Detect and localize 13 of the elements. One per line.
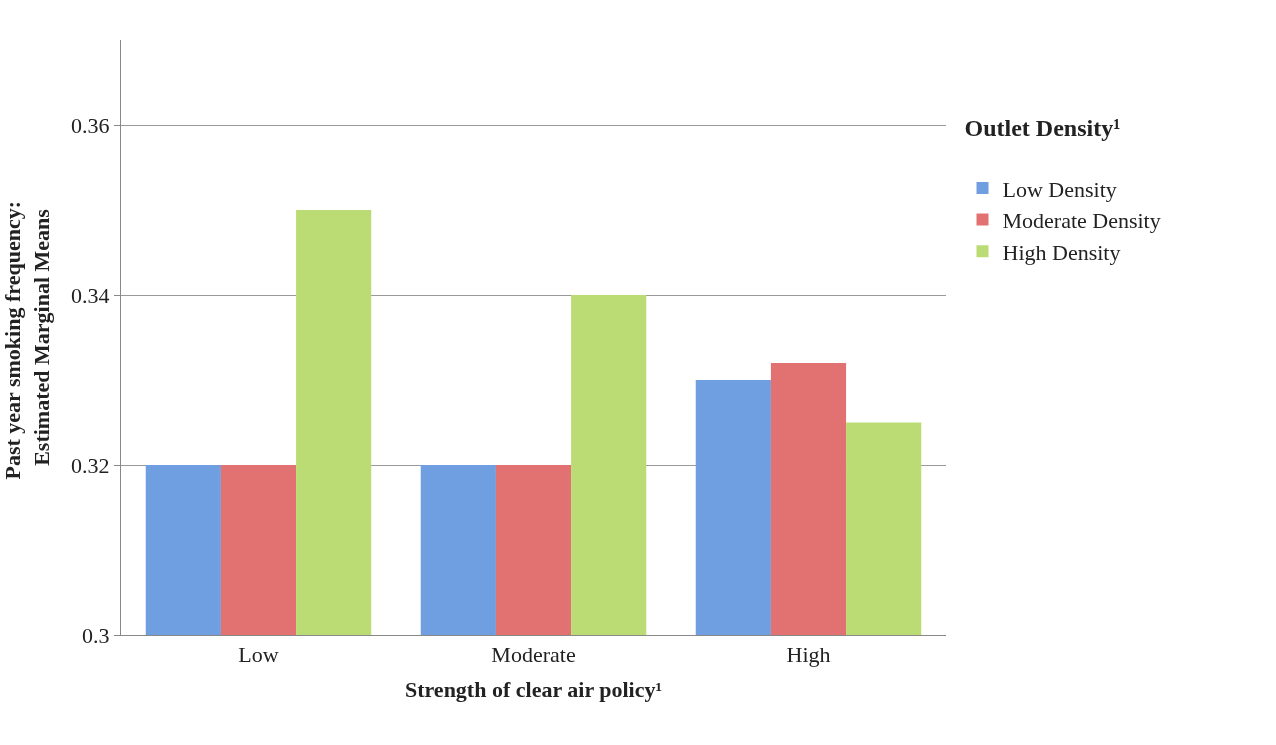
- y-tick-label: 0.3: [82, 622, 110, 648]
- y-tick-label: 0.36: [71, 112, 110, 138]
- x-tick-label: Low: [238, 642, 279, 668]
- x-tick-label: Moderate: [491, 642, 576, 668]
- legend-title: Outlet Density¹: [964, 114, 1121, 141]
- y-tick-label: 0.32: [71, 452, 110, 478]
- legend-label: Moderate Density: [1002, 208, 1161, 234]
- x-axis-title: Strength of clear air policy¹: [404, 677, 663, 703]
- x-tick-label: High: [786, 642, 831, 668]
- y-axis-title: Past year smoking frequency: Estimated Marginal Means: [0, 195, 54, 480]
- legend-label: High Density: [1002, 239, 1121, 265]
- y-tick-label: 0.34: [71, 282, 110, 308]
- legend-label: Low Density: [1002, 176, 1117, 202]
